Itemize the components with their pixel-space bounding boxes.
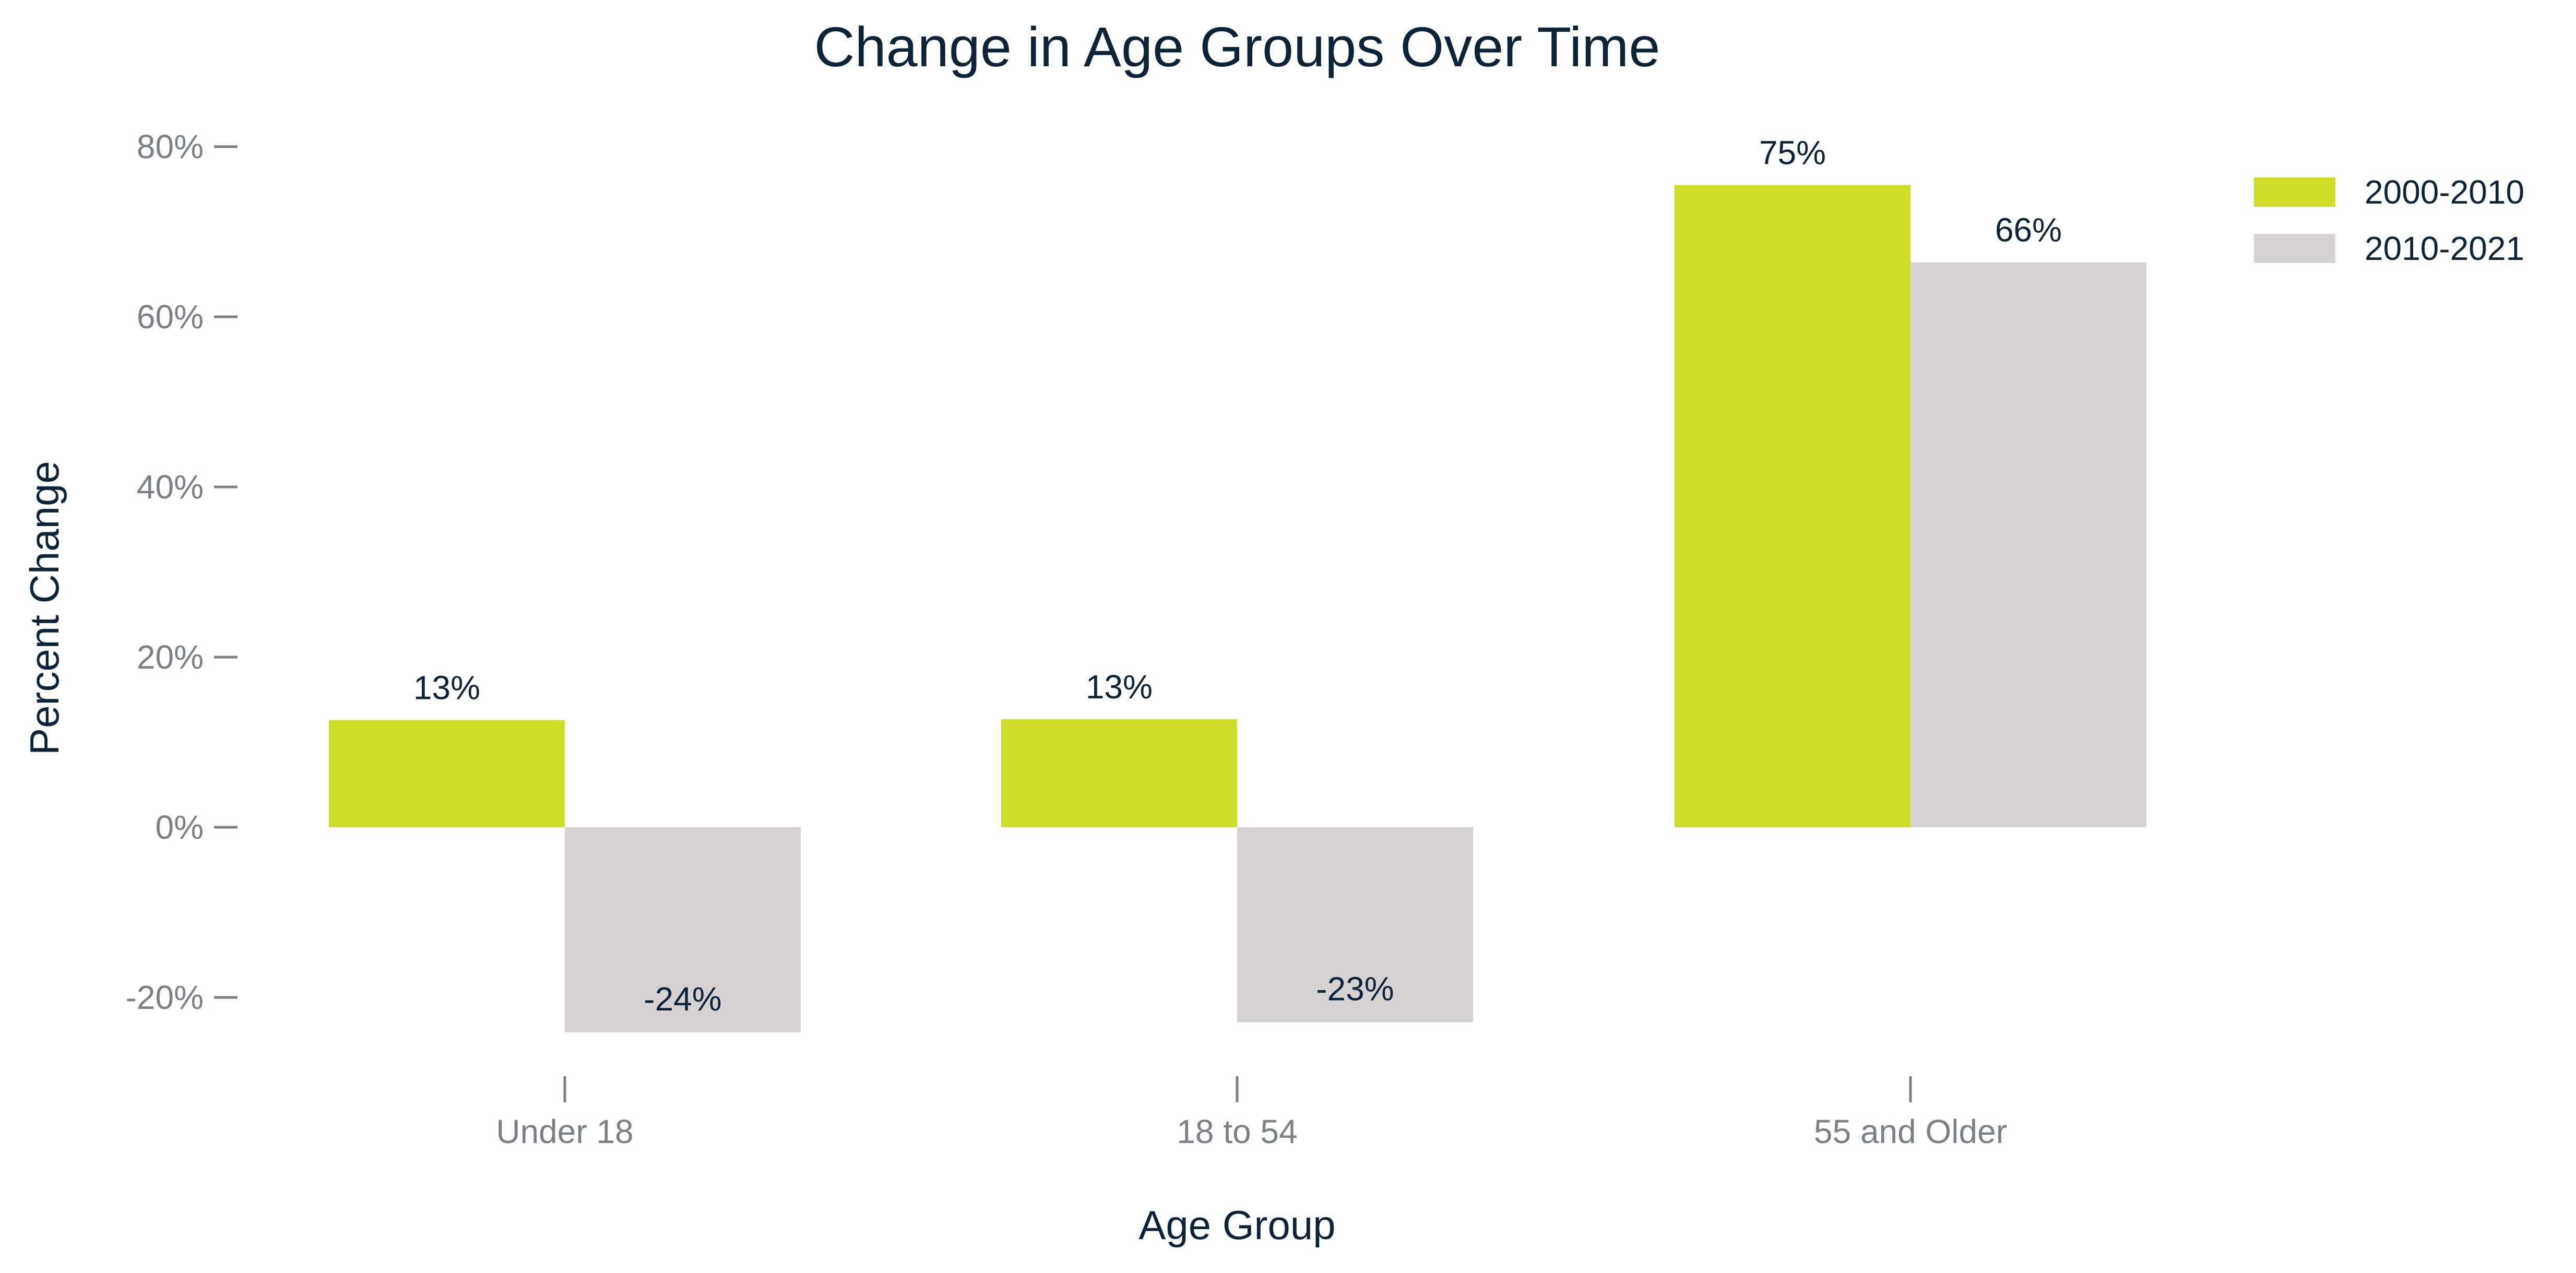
legend-swatch — [2254, 234, 2335, 263]
y-tick-label: -20% — [126, 979, 204, 1016]
legend-swatch — [2254, 177, 2335, 207]
bar — [1001, 719, 1237, 827]
bar — [1910, 262, 2146, 828]
legend: 2000-2010 2010-2021 — [2254, 173, 2524, 267]
x-tick-label: 55 and Older — [1814, 1113, 2007, 1150]
bars: 13% 13% 75% -24% -23% 66% — [329, 134, 2146, 1032]
bar — [565, 827, 801, 1032]
data-label: 66% — [1995, 211, 2062, 249]
x-tick-label: Under 18 — [496, 1113, 633, 1150]
bar — [1237, 827, 1473, 1022]
bar — [329, 720, 565, 827]
data-label: -23% — [1316, 970, 1394, 1007]
data-label: 13% — [1086, 668, 1153, 706]
y-tick-label: 60% — [137, 298, 204, 336]
data-label: 75% — [1759, 134, 1826, 171]
legend-label: 2000-2010 — [2365, 173, 2524, 211]
chart-title: Change in Age Groups Over Time — [814, 15, 1660, 78]
bar — [1675, 185, 1910, 828]
x-axis-title: Age Group — [1138, 1202, 1335, 1248]
y-axis: 80% 60% 40% 20% 0% -20% — [126, 128, 238, 1016]
y-axis-title: Percent Change — [21, 461, 67, 755]
y-tick-label: 0% — [156, 808, 204, 846]
data-label: -24% — [644, 980, 721, 1018]
legend-label: 2010-2021 — [2365, 230, 2524, 267]
x-tick-label: 18 to 54 — [1177, 1113, 1297, 1150]
y-tick-label: 80% — [137, 128, 204, 165]
y-tick-label: 40% — [137, 468, 204, 506]
data-label: 13% — [413, 669, 480, 707]
y-tick-label: 20% — [137, 638, 204, 676]
x-axis: Under 18 18 to 54 55 and Older — [496, 1076, 2007, 1150]
